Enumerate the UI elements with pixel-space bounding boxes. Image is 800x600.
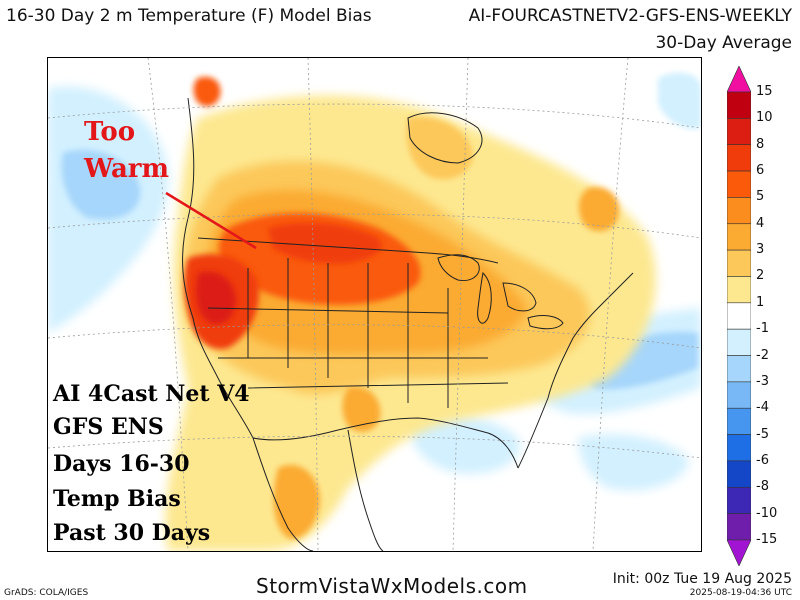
colorbar-label: 5: [756, 189, 765, 205]
colorbar-label: -10: [756, 505, 778, 521]
colorbar-segment: [727, 486, 751, 514]
colorbar-segment: [727, 223, 751, 251]
info-line-4: Temp Bias: [53, 486, 181, 512]
colorbar-segment: [727, 513, 751, 541]
colorbar-label: 2: [756, 268, 765, 284]
colorbar-segment: [727, 407, 751, 435]
annotation-warm: Warm: [84, 154, 169, 184]
model-name: AI-FOURCASTNETV2-GFS-ENS-WEEKLY: [468, 6, 792, 26]
colorbar-segment: [727, 434, 751, 462]
colorbar-segment: [727, 144, 751, 172]
info-line-1: AI 4Cast Net V4: [53, 381, 250, 407]
map-outlines: [182, 97, 634, 551]
colorbar-label: 10: [756, 110, 773, 126]
colorbar-label: 1: [756, 294, 765, 310]
bias-map: [47, 57, 702, 552]
colorbar: [727, 66, 751, 566]
colorbar-label: -2: [756, 347, 769, 363]
grads-credit: GrADS: COLA/IGES: [4, 588, 89, 598]
colorbar-segment: [727, 460, 751, 488]
colorbar-label: -6: [756, 452, 769, 468]
info-line-2: GFS ENS: [53, 414, 164, 440]
colorbar-label: -8: [756, 479, 769, 495]
colorbar-label: -5: [756, 426, 769, 442]
average-label: 30-Day Average: [655, 33, 792, 53]
colorbar-segment: [727, 91, 751, 119]
colorbar-segment: [727, 197, 751, 225]
init-time: Init: 00z Tue 19 Aug 2025: [612, 571, 792, 587]
colorbar-segment: [727, 118, 751, 146]
colorbar-segment: [727, 249, 751, 277]
info-line-3: Days 16-30: [53, 451, 190, 477]
colorbar-segment: [727, 355, 751, 383]
colorbar-label: -4: [756, 400, 769, 416]
timestamp: 2025-08-19-04:36 UTC: [689, 588, 792, 598]
info-line-5: Past 30 Days: [53, 520, 211, 546]
annotation-arrow: [165, 191, 257, 250]
colorbar-label: 3: [756, 242, 765, 258]
site-name: StormVistaWxModels.com: [256, 574, 528, 598]
colorbar-cap-top: [727, 66, 751, 93]
colorbar-label: -15: [756, 532, 778, 547]
colorbar-label: -3: [756, 373, 769, 389]
colorbar-label: 6: [756, 163, 765, 179]
colorbar-cap-bottom: [727, 539, 751, 566]
colorbar-label: 8: [756, 136, 765, 152]
annotation-too: Too: [84, 117, 136, 147]
colorbar-label: 15: [756, 84, 773, 99]
graticule: [48, 58, 701, 551]
colorbar-segment: [727, 170, 751, 198]
colorbar-label: 4: [756, 215, 765, 231]
colorbar-segment: [727, 302, 751, 330]
figure-title: 16-30 Day 2 m Temperature (F) Model Bias: [6, 6, 372, 26]
colorbar-label: -1: [756, 321, 769, 337]
colorbar-segment: [727, 381, 751, 409]
colorbar-segment: [727, 276, 751, 304]
colorbar-segment: [727, 328, 751, 356]
